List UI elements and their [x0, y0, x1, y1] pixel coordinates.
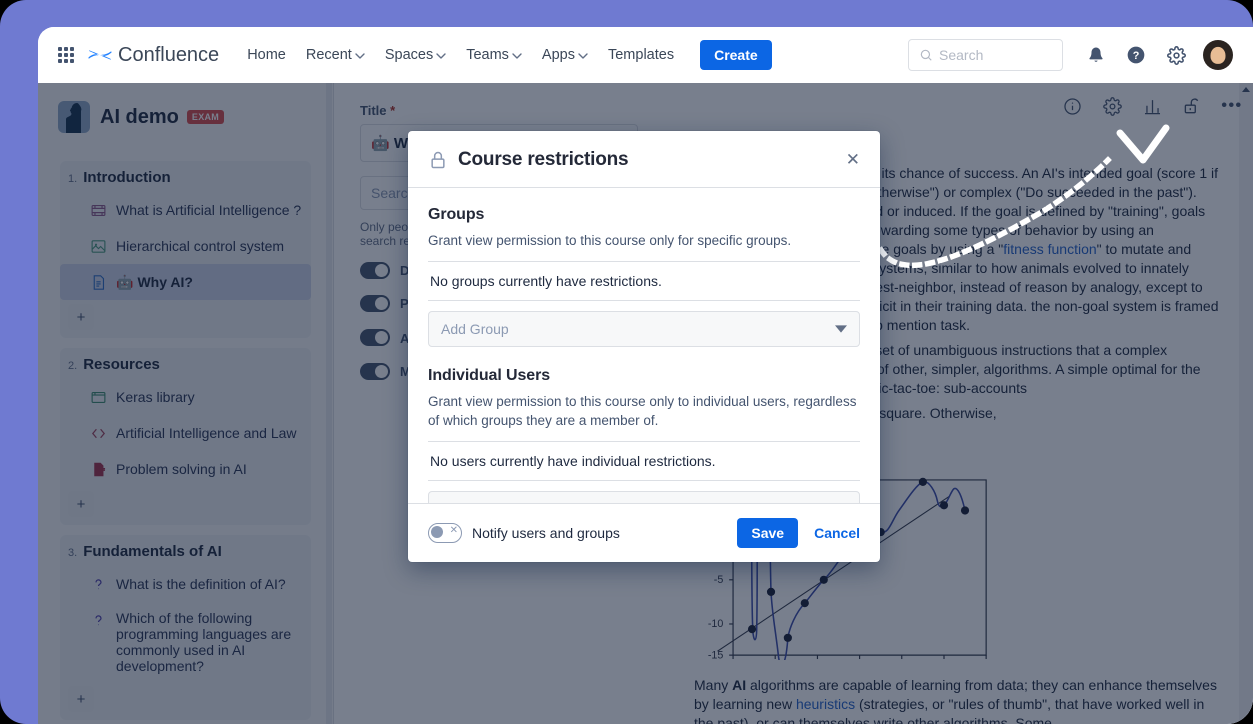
svg-text:?: ? [1133, 50, 1140, 62]
